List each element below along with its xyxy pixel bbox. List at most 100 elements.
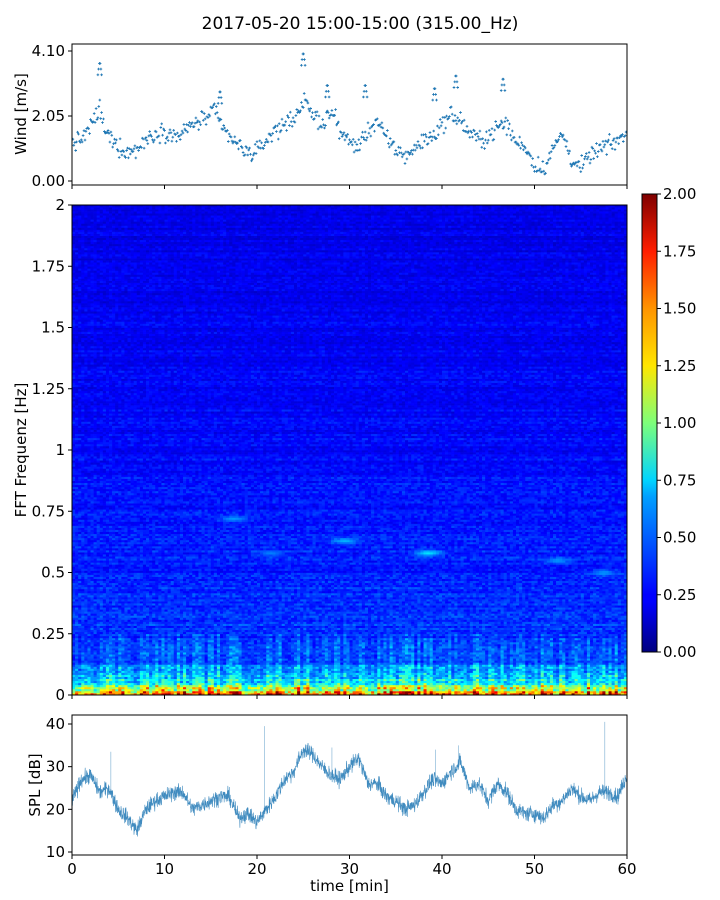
heatmap-cell xyxy=(315,692,320,696)
heatmap-cell xyxy=(503,648,508,651)
heatmap-cell xyxy=(432,652,437,655)
heatmap-cell xyxy=(549,660,554,663)
heatmap-cell xyxy=(620,664,625,667)
heatmap-cell xyxy=(599,660,603,663)
heatmap-cell xyxy=(519,646,523,649)
heatmap-cell xyxy=(146,643,150,647)
heatmap-cell xyxy=(158,672,162,675)
heatmap-cell xyxy=(198,684,202,688)
heatmap-cell xyxy=(454,668,458,671)
heatmap-cell xyxy=(207,678,212,682)
heatmap-cell xyxy=(485,650,489,653)
heatmap-cell xyxy=(426,664,431,667)
heatmap-cell xyxy=(118,641,122,645)
heatmap-cell xyxy=(161,654,165,657)
heatmap-cell xyxy=(312,672,316,675)
heatmap-cell xyxy=(617,676,622,680)
heatmap-cell xyxy=(482,656,486,659)
heatmap-cell xyxy=(599,666,603,669)
heatmap-cell xyxy=(118,690,122,694)
heatmap-cell xyxy=(189,670,193,673)
heatmap-cell xyxy=(321,648,326,651)
heatmap-cell xyxy=(204,688,209,692)
heatmap-cell xyxy=(340,658,344,661)
heatmap-cell xyxy=(294,658,298,661)
heatmap-cell xyxy=(543,678,548,682)
heatmap-cell xyxy=(435,666,440,669)
heatmap-cell xyxy=(617,680,622,684)
heatmap-cell xyxy=(324,648,329,651)
heatmap-cell xyxy=(469,662,474,665)
heatmap-cell xyxy=(340,664,344,667)
heatmap-cell xyxy=(198,666,202,669)
heatmap-cell xyxy=(281,670,286,673)
heatmap-cell xyxy=(139,637,144,641)
heatmap-cell xyxy=(167,650,172,653)
heatmap-cell xyxy=(207,690,212,694)
heatmap-cell xyxy=(250,660,255,663)
heatmap-cell xyxy=(553,648,557,651)
heatmap-cell xyxy=(559,648,563,651)
heatmap-cell xyxy=(377,676,381,680)
heatmap-cell xyxy=(127,639,131,643)
heatmap-cell xyxy=(593,641,597,645)
heatmap-cell xyxy=(96,684,101,688)
heatmap-cell xyxy=(475,666,480,669)
heatmap-cell xyxy=(512,680,517,684)
heatmap-cell xyxy=(127,692,131,696)
heatmap-cell xyxy=(176,637,181,641)
heatmap-cell xyxy=(472,652,477,655)
heatmap-cell xyxy=(426,682,431,686)
heatmap-cell xyxy=(497,639,501,643)
heatmap-cell xyxy=(500,688,505,692)
heatmap-cell xyxy=(442,666,446,669)
heatmap-cell xyxy=(167,678,172,682)
heatmap-cell xyxy=(568,670,572,673)
heatmap-cell xyxy=(463,656,468,659)
heatmap-cell xyxy=(192,688,196,692)
heatmap-cell xyxy=(401,686,406,690)
heatmap-cell xyxy=(426,676,431,680)
heatmap-cell xyxy=(512,666,517,669)
heatmap-cell xyxy=(475,646,480,649)
heatmap-cell xyxy=(195,639,199,643)
heatmap-cell xyxy=(549,682,554,686)
heatmap-cell xyxy=(383,660,387,663)
heatmap-cell xyxy=(411,664,415,667)
heatmap-cell xyxy=(401,662,406,665)
heatmap-cell xyxy=(81,637,85,641)
heatmap-cell xyxy=(401,676,406,680)
heatmap-cell xyxy=(324,676,329,680)
heatmap-cell xyxy=(146,662,150,665)
heatmap-cell xyxy=(226,682,230,686)
heatmap-cell xyxy=(124,692,128,696)
heatmap-cell xyxy=(355,690,360,694)
heatmap-cell xyxy=(173,666,178,669)
heatmap-cell xyxy=(300,688,304,692)
heatmap-cell xyxy=(602,660,606,663)
heatmap-cell xyxy=(93,639,98,643)
heatmap-cell xyxy=(516,641,520,645)
heatmap-cell xyxy=(534,678,538,682)
heatmap-cell xyxy=(540,643,545,647)
heatmap-cell xyxy=(522,641,526,645)
heatmap-cell xyxy=(327,646,332,649)
heatmap-cell xyxy=(509,690,514,694)
heatmap-cell xyxy=(549,662,554,665)
heatmap-cell xyxy=(170,674,175,677)
heatmap-cell xyxy=(531,650,535,653)
heatmap-cell xyxy=(294,648,298,651)
heatmap-cell xyxy=(142,676,147,680)
heatmap-cell xyxy=(346,692,350,696)
heatmap-cell xyxy=(81,664,85,667)
heatmap-cell xyxy=(115,662,119,665)
heatmap-cell xyxy=(608,676,612,680)
heatmap-cell xyxy=(395,643,400,647)
heatmap-cell xyxy=(509,660,514,663)
heatmap-cell xyxy=(275,648,279,651)
heatmap-cell xyxy=(565,684,569,688)
heatmap-cell xyxy=(186,692,190,696)
heatmap-cell xyxy=(102,654,107,657)
heatmap-cell xyxy=(306,672,310,675)
heatmap-cell xyxy=(522,684,526,688)
